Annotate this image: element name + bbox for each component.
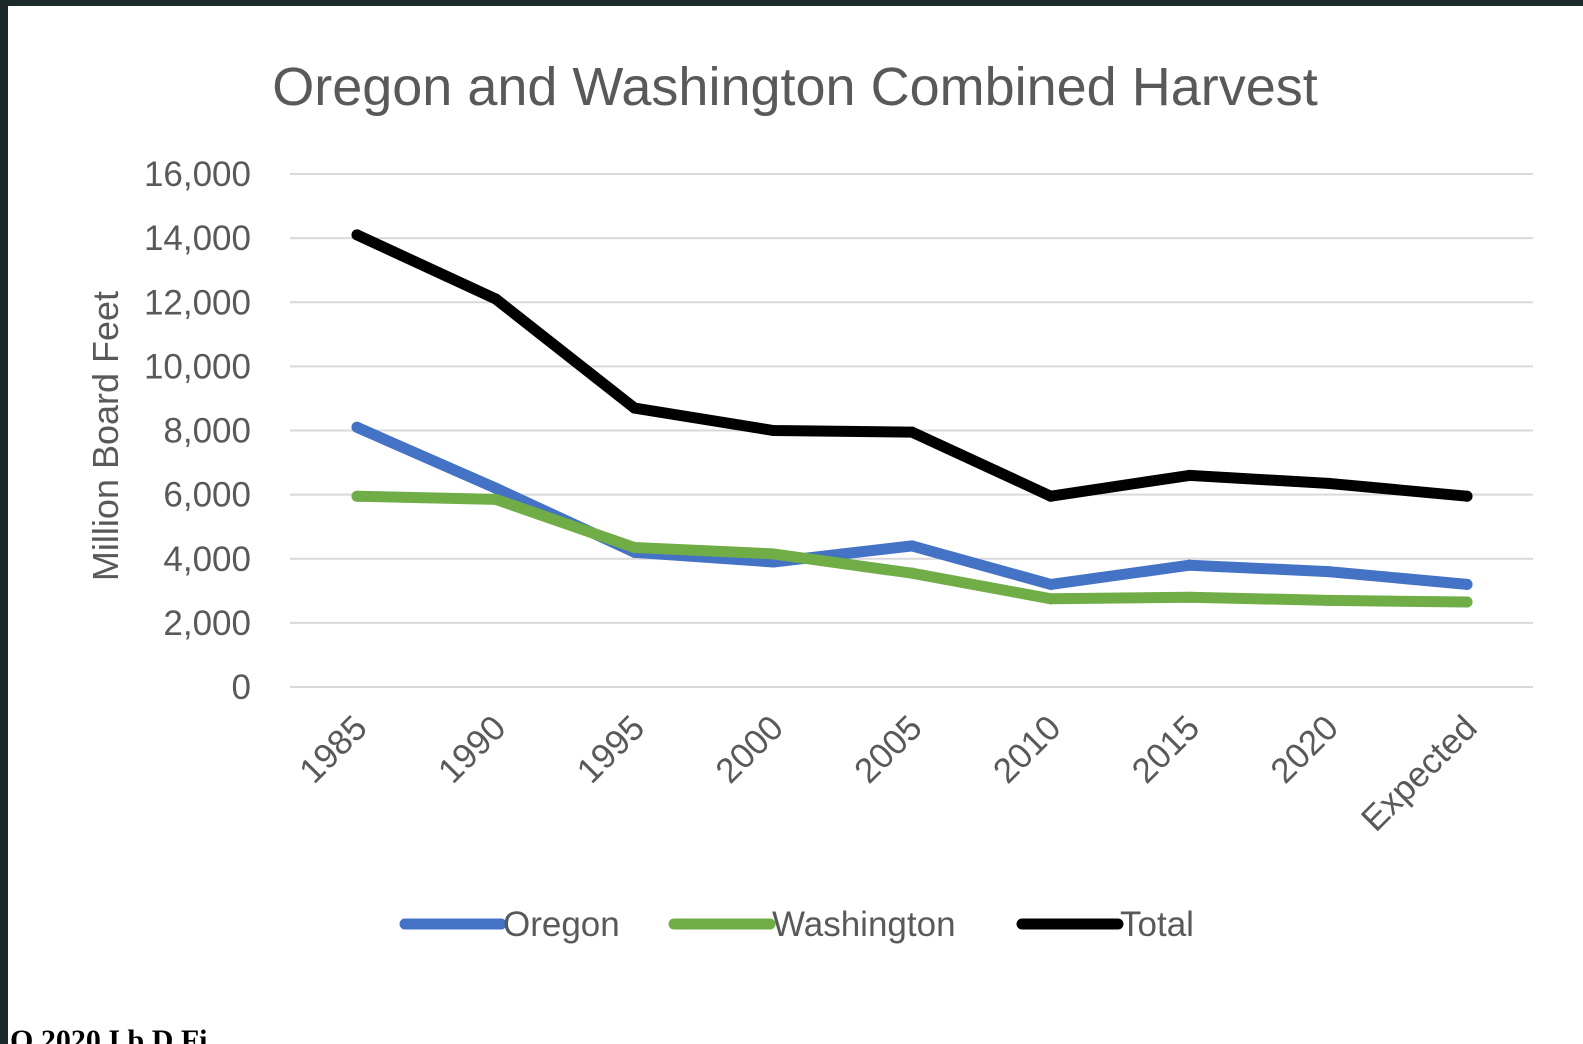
legend-label-total: Total [1120,905,1194,944]
data-point-washington [1322,594,1334,606]
y-tick-label: 6,000 [163,476,251,515]
data-point-total [1461,490,1473,502]
y-tick-label: 0 [232,668,251,707]
data-point-oregon [351,421,363,433]
data-point-total [1045,490,1057,502]
series-lines [351,229,1473,608]
x-tick-label: Expected [1354,708,1485,839]
data-point-total [1184,469,1195,481]
y-tick-label: 8,000 [163,412,251,451]
x-tick-label: 2015 [1125,708,1208,791]
data-point-total [490,293,502,305]
footer-caption: O 2020 I b D Fi [10,1024,208,1044]
y-tick-label: 14,000 [144,219,251,258]
y-tick-label: 16,000 [144,155,251,194]
data-point-washington [629,542,640,554]
data-point-total [1322,477,1334,489]
legend-label-washington: Washington [772,905,956,944]
y-tick-label: 12,000 [144,283,251,322]
data-point-oregon [906,540,918,552]
data-point-oregon [1322,566,1334,578]
x-tick-label: 1995 [570,708,653,791]
data-point-total [629,402,640,414]
data-point-washington [1461,596,1473,608]
x-axis-ticks: 1985 1990 1995 2000 2005 2010 2015 2020 Expected [292,708,1485,839]
data-point-washington [767,548,779,560]
x-tick-label: 2000 [708,708,791,791]
y-tick-label: 4,000 [163,540,251,579]
chart-frame: Oregon and Washington Combined Harvest M… [8,6,1583,1044]
data-point-oregon [1461,578,1473,590]
y-tick-label: 10,000 [144,347,251,386]
x-tick-label: 1990 [431,708,514,791]
legend-label-oregon: Oregon [503,905,620,944]
x-tick-label: 2020 [1263,708,1346,791]
x-tick-label: 1985 [292,708,375,791]
legend: Oregon Washington Total [399,905,1194,944]
y-axis-label: Million Board Feet [85,291,126,581]
y-axis-ticks: 0 2,000 4,000 6,000 8,000 10,000 12,000 14,000 1… [144,155,251,707]
line-chart: Oregon and Washington Combined Harvest M… [85,57,1533,944]
data-point-total [906,426,918,438]
data-point-washington [1045,593,1057,605]
data-point-washington [1184,591,1195,603]
data-point-total [351,229,363,241]
data-point-oregon [490,482,502,494]
y-tick-label: 2,000 [163,604,251,643]
data-point-washington [351,490,363,502]
chart-title: Oregon and Washington Combined Harvest [272,57,1318,117]
data-point-oregon [1045,578,1057,590]
x-tick-label: 2010 [986,708,1069,791]
x-tick-label: 2005 [847,708,930,791]
data-point-oregon [1184,559,1195,571]
data-point-total [767,425,779,436]
data-point-washington [906,567,918,579]
data-point-washington [490,493,502,505]
